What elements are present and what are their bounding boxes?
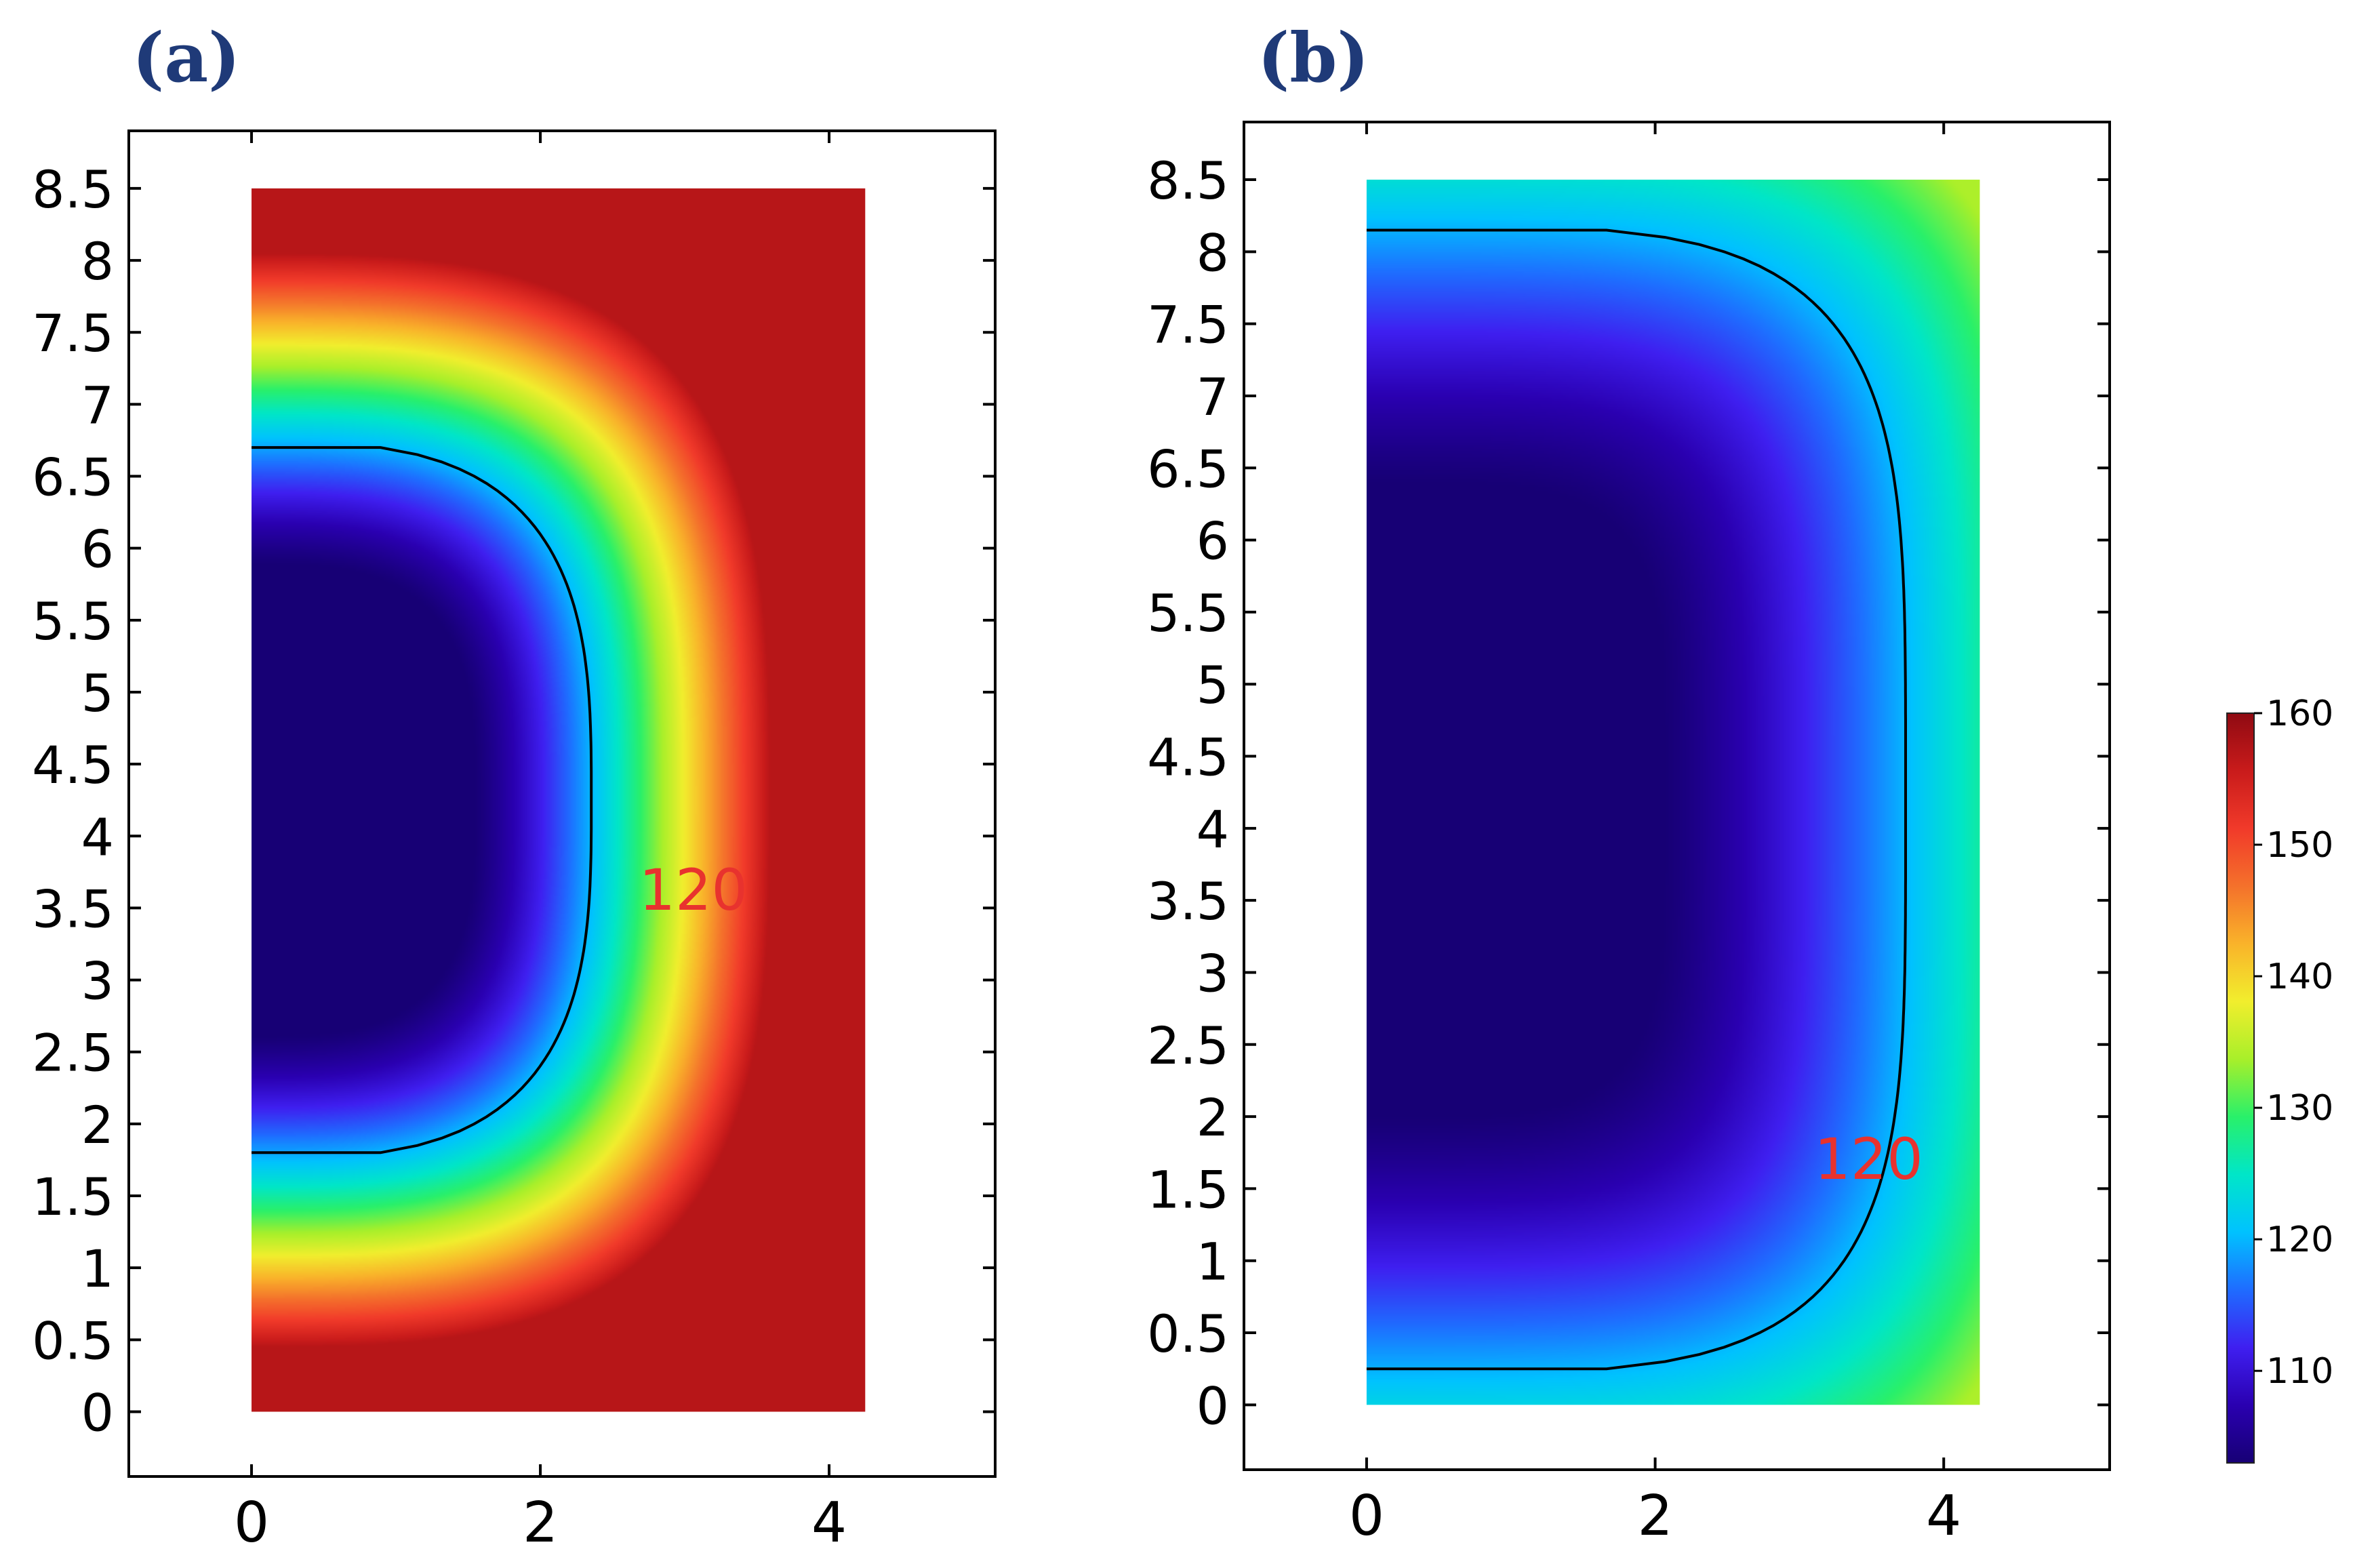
panel-a-label: (a) <box>132 18 240 98</box>
y-tick-label: 6.5 <box>1147 439 1229 499</box>
y-tick-label: 8 <box>1197 222 1229 283</box>
y-tick-label: 3.5 <box>32 879 114 939</box>
y-tick-label: 8 <box>81 231 114 292</box>
colorbar-tick-label: 140 <box>2266 957 2333 997</box>
y-tick-label: 4 <box>81 807 114 867</box>
y-tick-label: 4 <box>1197 799 1229 860</box>
colorbar-ticks: 110 120 130 140 150 160 <box>2254 693 2333 1392</box>
plot-frame-a <box>127 129 997 1478</box>
y-tick-label: 2 <box>1197 1087 1229 1148</box>
y-tick-label: 1.5 <box>32 1167 114 1227</box>
y-tick-label: 3 <box>81 951 114 1011</box>
y-tick-label: 6 <box>81 519 114 580</box>
colorbar-tick-label: 150 <box>2266 825 2333 866</box>
x-tick-label: 0 <box>234 1491 269 1555</box>
y-tick-label: 1 <box>1197 1232 1229 1292</box>
y-tick-label: 8.5 <box>32 159 114 220</box>
y-tick-label: 7 <box>1197 367 1229 427</box>
contour-line-b <box>1366 228 1907 1371</box>
y-tick-label: 5 <box>81 663 114 723</box>
heatmap-field-a <box>252 188 866 1412</box>
y-tick-label: 7.5 <box>32 303 114 363</box>
colorbar-tick-label: 130 <box>2266 1088 2333 1129</box>
y-tick-label: 2 <box>81 1095 114 1155</box>
y-tick-label: 5.5 <box>32 591 114 651</box>
y-tick-label: 2.5 <box>32 1023 114 1083</box>
heatmap-field-b <box>1366 180 1980 1405</box>
x-tick-label: 2 <box>523 1491 558 1555</box>
y-tick-label: 1 <box>81 1239 114 1299</box>
panel-b-label: (b) <box>1258 18 1369 98</box>
y-tick-label: 4.5 <box>32 735 114 795</box>
y-tick-label: 1.5 <box>1147 1159 1229 1220</box>
x-tick-label: 2 <box>1637 1484 1672 1548</box>
contour-line-a <box>252 446 593 1154</box>
x-tick-label: 4 <box>811 1491 847 1555</box>
colorbar-tick-label: 160 <box>2266 693 2333 734</box>
y-axis-a: 0 0.5 1 1.5 2 2.5 3 3.5 4 4.5 5 5.5 6 6.5 7 7.5 8 8.5 <box>32 159 995 1443</box>
x-tick-label: 4 <box>1926 1484 1961 1548</box>
y-tick-label: 6.5 <box>32 447 114 508</box>
panel-b: (b) 120 0 2 4 0 0.5 1 1.5 2 2.5 3 3.5 4 4.5 5 5.5 6 6.5… <box>1147 18 2111 1548</box>
contour-label-b: 120 <box>1814 1126 1923 1192</box>
y-tick-label: 3 <box>1197 943 1229 1003</box>
y-tick-label: 8.5 <box>1147 150 1229 211</box>
y-tick-label: 0.5 <box>32 1310 114 1371</box>
y-axis-b: 0 0.5 1 1.5 2 2.5 3 3.5 4 4.5 5 5.5 6 6.5 7 7.5 8 8.5 <box>1147 150 2110 1436</box>
colorbar-tick-label: 120 <box>2266 1220 2333 1260</box>
y-tick-label: 0.5 <box>1147 1304 1229 1364</box>
y-tick-label: 3.5 <box>1147 871 1229 931</box>
x-axis-a: 0 2 4 <box>234 131 847 1555</box>
y-tick-label: 4.5 <box>1147 727 1229 788</box>
contour-label-a: 120 <box>639 857 748 923</box>
colorbar-tick-label: 110 <box>2266 1351 2333 1392</box>
panel-a: (a) 120 0 2 4 0 0.5 1 1.5 2 2.5 3 3.5 4 4.5 5 5.5 6 6.5… <box>32 18 997 1555</box>
y-tick-label: 0 <box>81 1382 114 1443</box>
y-tick-label: 7 <box>81 375 114 435</box>
colorbar: 110 120 130 140 150 160 <box>2226 693 2333 1464</box>
y-tick-label: 5 <box>1197 655 1229 715</box>
y-tick-label: 2.5 <box>1147 1016 1229 1076</box>
x-axis-b: 0 2 4 <box>1349 122 1961 1548</box>
colorbar-gradient <box>2226 712 2255 1464</box>
y-tick-label: 6 <box>1197 511 1229 571</box>
y-tick-label: 0 <box>1197 1375 1229 1436</box>
plot-frame-b <box>1243 121 2111 1471</box>
x-tick-label: 0 <box>1349 1484 1384 1548</box>
y-tick-label: 5.5 <box>1147 583 1229 643</box>
y-tick-label: 7.5 <box>1147 295 1229 355</box>
